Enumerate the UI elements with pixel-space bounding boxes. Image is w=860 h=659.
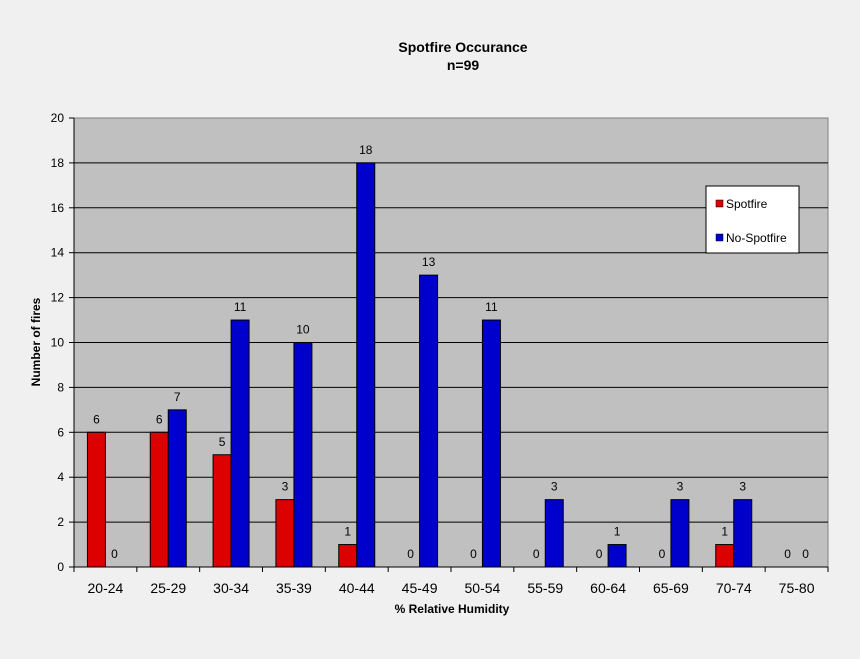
x-tick-label: 60-64: [590, 580, 626, 596]
legend-label-spotfire: Spotfire: [726, 197, 768, 211]
data-label: 3: [282, 480, 289, 494]
bar-spotfire: [86, 431, 106, 568]
data-label: 3: [739, 480, 746, 494]
legend-swatch-no-spotfire: [715, 233, 724, 242]
y-axis-ticks: 0 2 4 6 8 10 12 14 16 18 20: [51, 111, 74, 574]
bar-spotfire: [338, 544, 358, 568]
gridlines: [74, 162, 828, 523]
bar-no-spotfire: [230, 319, 250, 568]
bar-no-spotfire: [481, 319, 501, 568]
y-tick-label: 20: [51, 111, 65, 125]
bar-spotfire: [149, 431, 169, 568]
data-label: 3: [551, 480, 558, 494]
data-label: 1: [721, 525, 728, 539]
data-label: 6: [93, 412, 100, 426]
x-axis-title: % Relative Humidity: [395, 602, 510, 616]
bar-spotfire: [275, 499, 295, 568]
chart-title: Spotfire Occurance: [398, 39, 527, 55]
y-tick-label: 4: [57, 470, 64, 484]
x-tick-label: 45-49: [402, 580, 438, 596]
x-tick-label: 75-80: [779, 580, 815, 596]
data-label: 0: [802, 547, 809, 561]
data-label: 5: [219, 435, 226, 449]
data-label: 13: [422, 255, 436, 269]
y-tick-label: 18: [51, 156, 65, 170]
y-tick-label: 0: [57, 560, 64, 574]
data-label: 0: [470, 547, 477, 561]
x-tick-label: 20-24: [88, 580, 124, 596]
y-tick-label: 8: [57, 380, 64, 394]
bar-no-spotfire: [544, 499, 564, 568]
x-tick-label: 35-39: [276, 580, 312, 596]
x-tick-label: 70-74: [716, 580, 752, 596]
x-tick-label: 55-59: [527, 580, 563, 596]
y-tick-label: 10: [51, 336, 65, 350]
data-label: 7: [174, 390, 181, 404]
chart-subtitle: n=99: [447, 57, 480, 73]
y-tick-label: 2: [57, 515, 64, 529]
bar-no-spotfire: [167, 409, 187, 568]
bar-spotfire: [212, 454, 232, 568]
data-label: 6: [156, 412, 163, 426]
legend-swatch-spotfire: [715, 199, 724, 208]
legend-box: [705, 185, 800, 254]
data-label: 0: [784, 547, 791, 561]
x-tick-label: 50-54: [465, 580, 501, 596]
x-tick-label: 65-69: [653, 580, 689, 596]
data-label: 0: [407, 547, 414, 561]
bar-no-spotfire: [607, 544, 627, 568]
data-label: 18: [359, 143, 373, 157]
legend-label-no-spotfire: No-Spotfire: [726, 231, 787, 245]
data-label: 1: [614, 525, 621, 539]
bar-spotfire: [715, 544, 735, 568]
data-label: 11: [234, 300, 247, 314]
bar-no-spotfire: [733, 499, 753, 568]
bar-no-spotfire: [293, 342, 313, 568]
y-tick-label: 16: [51, 201, 65, 215]
x-axis-ticks: 20-24 25-29 30-34 35-39 40-44 45-49 50-54 55-59…: [73, 567, 829, 596]
data-label: 0: [596, 547, 603, 561]
y-tick-label: 6: [57, 425, 64, 439]
data-label: 10: [296, 323, 310, 337]
data-label: 0: [659, 547, 666, 561]
data-label: 3: [677, 480, 684, 494]
y-axis-title: Number of fires: [29, 297, 43, 386]
data-label: 1: [344, 525, 351, 539]
bars: [86, 162, 753, 568]
y-tick-label: 14: [51, 246, 65, 260]
y-tick-label: 12: [51, 291, 65, 305]
bar-no-spotfire: [670, 499, 690, 568]
x-tick-label: 30-34: [213, 580, 249, 596]
data-label: 0: [533, 547, 540, 561]
bar-no-spotfire: [356, 162, 376, 568]
data-label: 11: [485, 300, 498, 314]
data-label: 0: [111, 547, 118, 561]
x-tick-label: 25-29: [150, 580, 186, 596]
x-tick-label: 40-44: [339, 580, 375, 596]
bar-no-spotfire: [419, 274, 439, 568]
legend: Spotfire No-Spotfire: [705, 185, 800, 254]
